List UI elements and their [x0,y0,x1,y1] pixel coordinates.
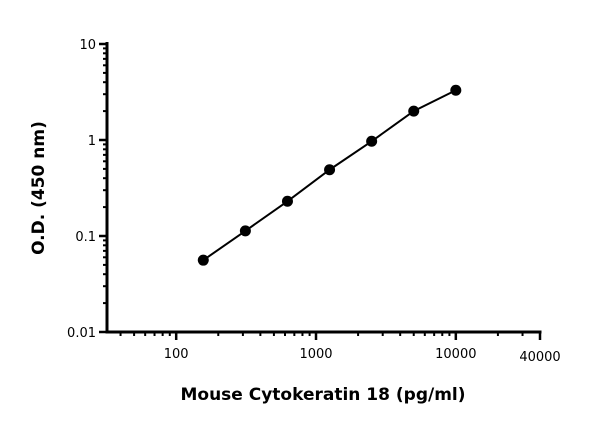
y-axis-title: O.D. (450 nm) [29,121,49,255]
x-tick-label: 1000 [299,347,332,362]
y-tick-label: 1 [88,134,96,149]
x-tick-label: 10000 [435,347,476,362]
data-point [450,84,462,96]
x-axis-title: Mouse Cytokeratin 18 (pg/ml) [180,385,465,405]
axes: 0.01 0.1 1 10 100 1000 10000 40000 [67,38,561,365]
data-point [197,254,209,266]
data-point [366,135,378,147]
x-tick-label: 100 [164,347,189,362]
data-marks [197,84,462,266]
data-point [408,105,420,117]
data-point [324,164,336,176]
data-point [281,195,293,207]
y-tick-label: 10 [79,38,96,53]
data-point [239,225,251,237]
y-tick-label: 0.1 [75,230,96,245]
x-tick-label: 40000 [519,350,560,365]
y-tick-label: 0.01 [67,326,96,341]
